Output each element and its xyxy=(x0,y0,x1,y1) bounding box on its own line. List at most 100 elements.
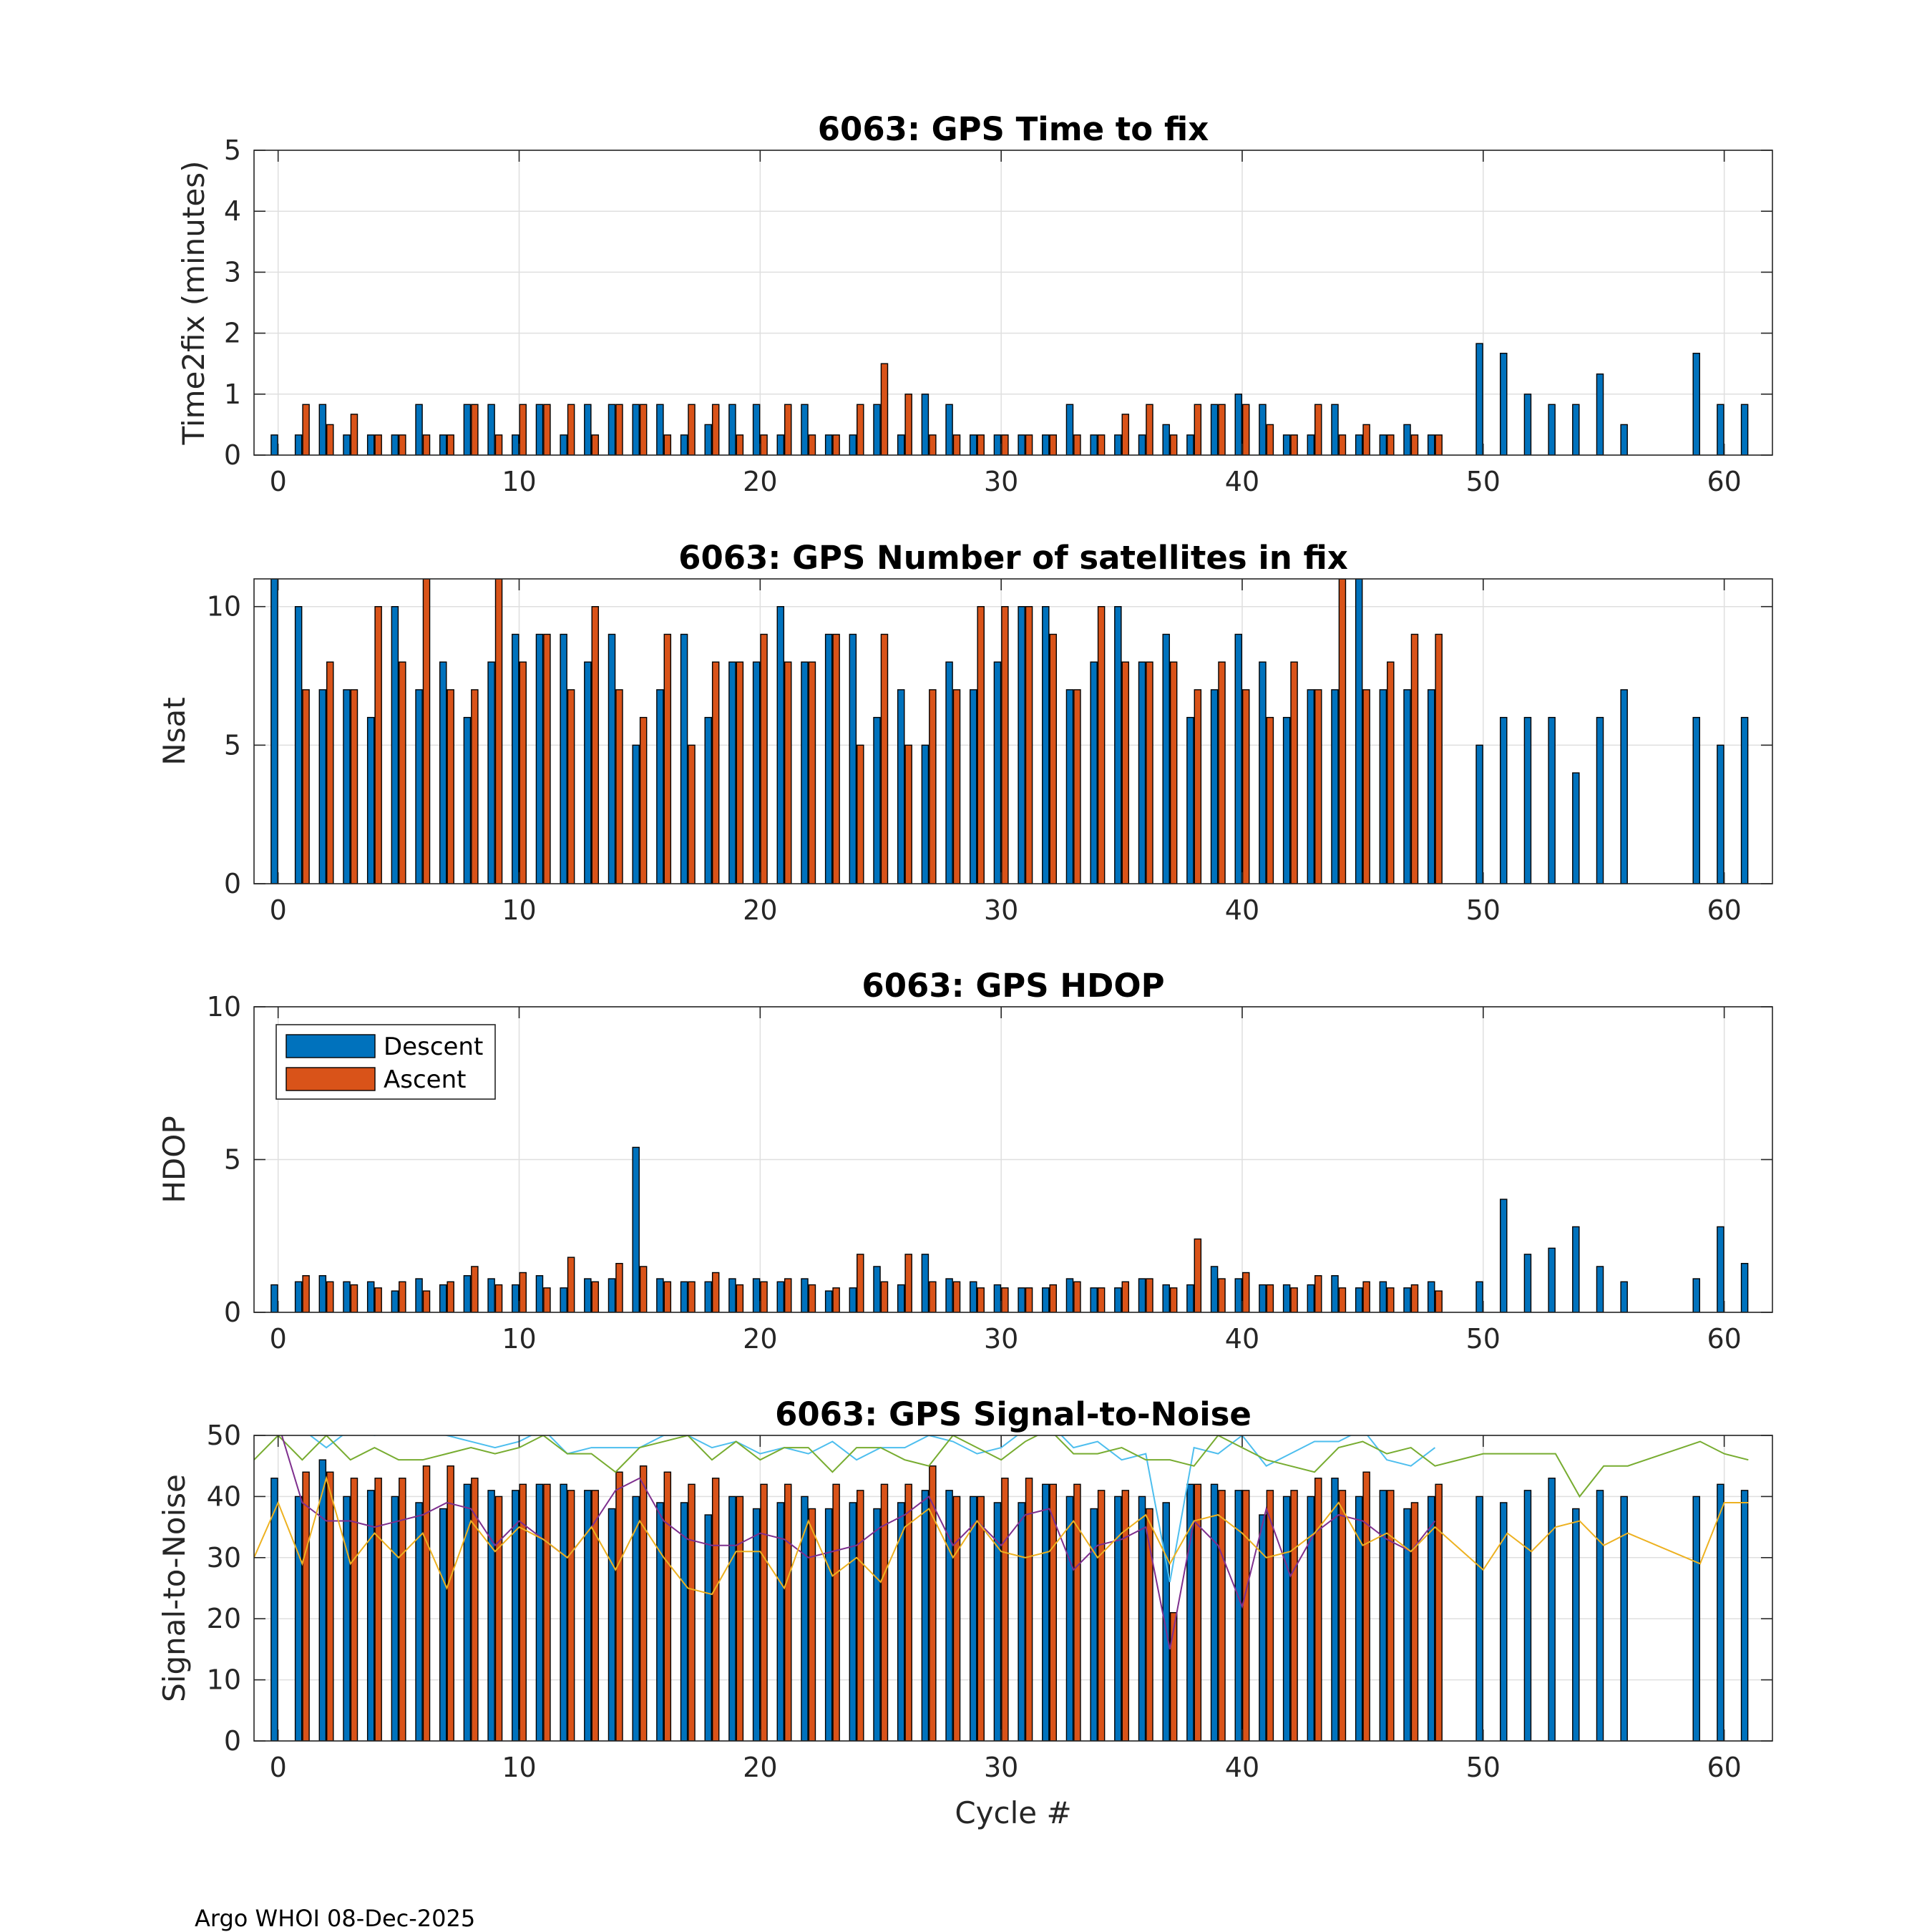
x-tick-label: 20 xyxy=(743,1323,777,1355)
bar-descent-cycle-8 xyxy=(463,716,472,884)
bar-descent-cycle-5 xyxy=(391,1496,399,1741)
bar-ascent-cycle-31 xyxy=(1025,434,1033,455)
x-tick-label: 20 xyxy=(743,894,777,926)
bar-ascent-cycle-1 xyxy=(302,1275,310,1312)
bar-descent-cycle-9 xyxy=(487,1490,495,1741)
bar-ascent-cycle-43 xyxy=(1314,1478,1322,1741)
bar-ascent-cycle-11 xyxy=(543,1483,551,1741)
bar-descent-cycle-3 xyxy=(343,1281,351,1312)
bar-descent-cycle-0 xyxy=(270,1284,278,1312)
bar-descent-cycle-30 xyxy=(993,661,1002,884)
bar-descent-cycle-41 xyxy=(1259,661,1267,884)
bar-descent-cycle-20 xyxy=(752,404,761,455)
bar-descent-cycle-46 xyxy=(1379,1490,1387,1741)
bar-descent-cycle-43 xyxy=(1307,1284,1315,1312)
bar-ascent-cycle-24 xyxy=(857,1254,864,1312)
bar-descent-cycle-31 xyxy=(1018,434,1025,455)
bar-descent-cycle-32 xyxy=(1042,1287,1050,1312)
bar-ascent-cycle-48 xyxy=(1435,633,1443,884)
bar-ascent-cycle-10 xyxy=(519,404,527,455)
snr-line-purple xyxy=(280,1435,1436,1650)
x-tick-label: 30 xyxy=(984,1752,1018,1783)
bar-descent-cycle-27 xyxy=(921,744,930,884)
bar-descent-cycle-14 xyxy=(608,1278,616,1312)
bar-ascent-cycle-38 xyxy=(1194,404,1202,455)
y-tick-label: 1 xyxy=(224,379,241,410)
bar-descent-cycle-38 xyxy=(1186,716,1194,884)
bar-ascent-cycle-1 xyxy=(302,404,310,455)
y-tick-label: 5 xyxy=(224,729,241,761)
bar-descent-cycle-9 xyxy=(487,1278,495,1312)
bar-descent-cycle-29 xyxy=(970,434,977,455)
bar-descent-cycle-9 xyxy=(487,404,495,455)
bar-ascent-cycle-4 xyxy=(374,606,382,884)
bar-ascent-cycle-23 xyxy=(832,633,840,884)
bar-ascent-cycle-48 xyxy=(1435,1290,1443,1312)
bar-descent-cycle-33 xyxy=(1065,1278,1074,1312)
bar-descent-cycle-38 xyxy=(1186,434,1194,455)
bar-descent-cycle-1 xyxy=(294,434,303,455)
chart-title: 6063: GPS Time to fix xyxy=(818,110,1209,148)
bar-descent-cycle-25 xyxy=(873,716,881,884)
bar-descent-cycle-46 xyxy=(1379,1281,1387,1312)
bar-ascent-cycle-40 xyxy=(1241,689,1250,884)
x-tick-label: 0 xyxy=(270,1323,287,1355)
bar-ascent-cycle-25 xyxy=(880,1483,889,1741)
bar-ascent-cycle-27 xyxy=(929,434,937,455)
y-tick-label: 20 xyxy=(207,1603,241,1634)
bar-descent-cycle-50 xyxy=(1475,1281,1483,1312)
bar-ascent-cycle-47 xyxy=(1410,633,1419,884)
bar-ascent-cycle-4 xyxy=(374,1287,382,1312)
bar-descent-cycle-26 xyxy=(897,689,905,884)
bar-descent-cycle-48 xyxy=(1427,434,1435,455)
bar-ascent-cycle-23 xyxy=(832,1483,840,1741)
bar-ascent-cycle-35 xyxy=(1121,661,1130,884)
bar-descent-cycle-12 xyxy=(560,434,567,455)
bar-descent-cycle-28 xyxy=(945,1278,953,1312)
bar-ascent-cycle-42 xyxy=(1290,434,1298,455)
bar-descent-cycle-29 xyxy=(970,1281,977,1312)
x-tick-label: 20 xyxy=(743,1752,777,1783)
bar-ascent-cycle-1 xyxy=(302,1471,310,1741)
x-axis-label: Cycle # xyxy=(955,1795,1071,1830)
bar-descent-cycle-25 xyxy=(873,1508,881,1741)
bar-descent-cycle-20 xyxy=(752,661,761,884)
x-tick-label: 0 xyxy=(270,894,287,926)
x-tick-label: 60 xyxy=(1707,894,1741,926)
bar-ascent-cycle-29 xyxy=(977,1496,985,1741)
bar-ascent-cycle-41 xyxy=(1266,424,1274,455)
bar-descent-cycle-3 xyxy=(343,1496,351,1741)
bar-descent-cycle-44 xyxy=(1331,1478,1339,1741)
bar-ascent-cycle-30 xyxy=(1001,1478,1009,1741)
bar-descent-cycle-8 xyxy=(463,404,472,455)
bar-descent-cycle-48 xyxy=(1427,1281,1435,1312)
bar-descent-cycle-54 xyxy=(1572,1508,1580,1741)
bar-descent-cycle-4 xyxy=(366,1490,375,1741)
bar-ascent-cycle-32 xyxy=(1049,1483,1057,1741)
bar-descent-cycle-42 xyxy=(1282,716,1291,884)
bar-descent-cycle-37 xyxy=(1162,424,1170,455)
bar-descent-cycle-45 xyxy=(1355,434,1363,455)
bar-ascent-cycle-5 xyxy=(399,1478,406,1741)
x-tick-label: 50 xyxy=(1466,1752,1501,1783)
bar-ascent-cycle-25 xyxy=(880,363,889,455)
bar-ascent-cycle-34 xyxy=(1097,1287,1106,1312)
bar-ascent-cycle-18 xyxy=(711,1272,720,1312)
bar-descent-cycle-4 xyxy=(366,434,375,455)
bar-descent-cycle-32 xyxy=(1042,1483,1050,1741)
bar-descent-cycle-34 xyxy=(1090,1287,1098,1312)
x-tick-label: 10 xyxy=(502,1323,536,1355)
bar-descent-cycle-0 xyxy=(270,1478,278,1741)
bar-ascent-cycle-6 xyxy=(422,1290,431,1312)
bar-ascent-cycle-12 xyxy=(567,404,575,455)
bar-ascent-cycle-26 xyxy=(904,1483,912,1741)
bar-ascent-cycle-28 xyxy=(952,434,961,455)
bar-ascent-cycle-46 xyxy=(1387,434,1395,455)
bar-ascent-cycle-34 xyxy=(1097,606,1106,884)
bar-descent-cycle-61 xyxy=(1740,404,1749,455)
bar-descent-cycle-39 xyxy=(1210,689,1219,884)
bar-descent-cycle-13 xyxy=(584,404,592,455)
bar-ascent-cycle-6 xyxy=(422,1465,431,1741)
panel-hdop: 0 10 20 30 40 50 60 0 5 10 6063: GPS HDOP HDOP Desce… xyxy=(157,967,1773,1355)
